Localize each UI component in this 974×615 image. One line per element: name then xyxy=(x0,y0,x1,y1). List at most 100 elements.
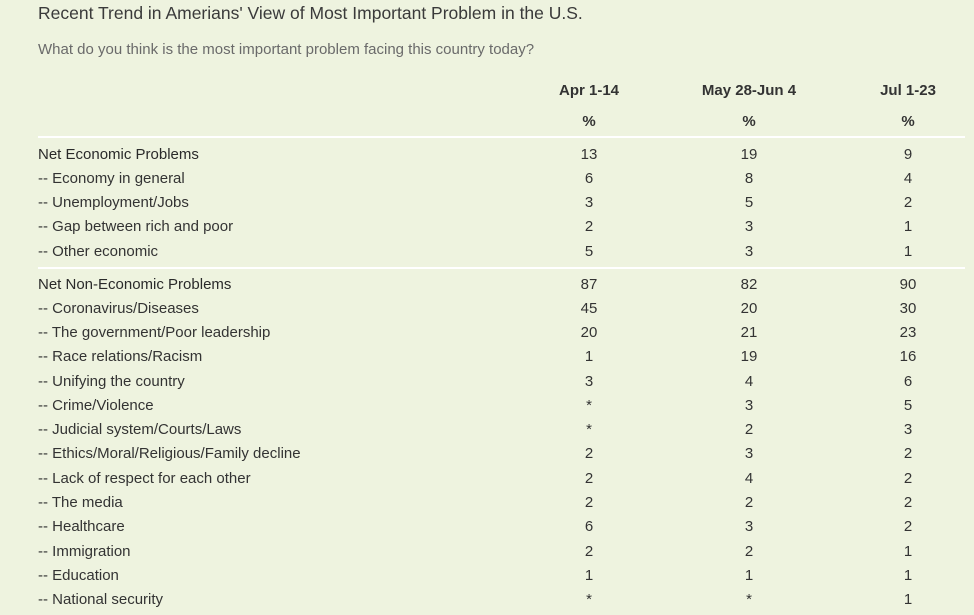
cell-apr: 3 xyxy=(584,194,594,211)
table-row: -- Economy in general 6 8 4 xyxy=(0,170,974,194)
cell-jul: 9 xyxy=(903,146,913,163)
cell-jul: 2 xyxy=(903,194,913,211)
table-row: -- The government/Poor leadership 20 21 … xyxy=(0,324,974,348)
table-row: -- National security * * 1 xyxy=(0,591,974,615)
row-label: -- Education xyxy=(38,567,119,584)
cell-may-jun: 4 xyxy=(744,470,754,487)
table-row: Net Economic Problems 13 19 9 xyxy=(0,146,974,170)
table-row: -- Lack of respect for each other 2 4 2 xyxy=(0,470,974,494)
cell-jul: 2 xyxy=(903,518,913,535)
cell-jul: 6 xyxy=(903,373,913,390)
cell-may-jun: 8 xyxy=(744,170,754,187)
cell-apr: * xyxy=(586,397,592,414)
row-label: -- Ethics/Moral/Religious/Family decline xyxy=(38,445,301,462)
row-label: -- Gap between rich and poor xyxy=(38,218,234,235)
cell-may-jun: 4 xyxy=(744,373,754,390)
row-label: -- The media xyxy=(38,494,123,511)
column-unit-apr: % xyxy=(582,113,596,130)
cell-apr: 3 xyxy=(584,373,594,390)
row-label: -- National security xyxy=(38,591,164,608)
cell-apr: 2 xyxy=(584,470,594,487)
cell-may-jun: 3 xyxy=(744,243,754,260)
cell-apr: 6 xyxy=(584,518,594,535)
cell-apr: 87 xyxy=(580,276,598,293)
table-row: -- Healthcare 6 3 2 xyxy=(0,518,974,542)
table-row: -- Immigration 2 2 1 xyxy=(0,543,974,567)
row-label: -- Judicial system/Courts/Laws xyxy=(38,421,242,438)
row-label: -- Unifying the country xyxy=(38,373,185,390)
table-row: -- Other economic 5 3 1 xyxy=(0,243,974,267)
table-row: -- Judicial system/Courts/Laws * 2 3 xyxy=(0,421,974,445)
cell-apr: 2 xyxy=(584,218,594,235)
table-row: -- Race relations/Racism 1 19 16 xyxy=(0,348,974,372)
table-row: -- Unifying the country 3 4 6 xyxy=(0,373,974,397)
table-row: -- Ethics/Moral/Religious/Family decline… xyxy=(0,445,974,469)
table-row: -- Gap between rich and poor 2 3 1 xyxy=(0,218,974,242)
table-row: -- The media 2 2 2 xyxy=(0,494,974,518)
cell-jul: 2 xyxy=(903,470,913,487)
row-label: -- Unemployment/Jobs xyxy=(38,194,189,211)
cell-apr: * xyxy=(586,421,592,438)
cell-jul: 4 xyxy=(903,170,913,187)
table-title: Recent Trend in Amerians' View of Most I… xyxy=(38,3,583,23)
cell-may-jun: 82 xyxy=(740,276,758,293)
cell-may-jun: 3 xyxy=(744,518,754,535)
column-header-jul: Jul 1-23 xyxy=(880,82,936,99)
cell-jul: 2 xyxy=(903,494,913,511)
cell-may-jun: 3 xyxy=(744,218,754,235)
row-label: -- Other economic xyxy=(38,243,159,260)
cell-may-jun: 2 xyxy=(744,494,754,511)
cell-apr: 45 xyxy=(580,300,598,317)
cell-apr: 13 xyxy=(580,146,598,163)
table-row: -- Crime/Violence * 3 5 xyxy=(0,397,974,421)
cell-may-jun: 21 xyxy=(740,324,758,341)
cell-apr: 1 xyxy=(584,348,594,365)
table-subtitle: What do you think is the most important … xyxy=(38,41,535,58)
row-label: Net Economic Problems xyxy=(38,146,199,163)
row-label: -- Economy in general xyxy=(38,170,185,187)
cell-jul: 1 xyxy=(903,567,913,584)
cell-may-jun: 1 xyxy=(744,567,754,584)
cell-may-jun: 3 xyxy=(744,445,754,462)
table-row: -- Unemployment/Jobs 3 5 2 xyxy=(0,194,974,218)
cell-may-jun: 19 xyxy=(740,348,758,365)
cell-may-jun: * xyxy=(746,591,752,608)
column-header-apr: Apr 1-14 xyxy=(558,82,620,99)
cell-apr: 20 xyxy=(580,324,598,341)
cell-jul: 5 xyxy=(903,397,913,414)
cell-jul: 1 xyxy=(903,543,913,560)
row-label: -- Lack of respect for each other xyxy=(38,470,251,487)
cell-apr: 1 xyxy=(584,567,594,584)
cell-apr: 6 xyxy=(584,170,594,187)
table-row: -- Coronavirus/Diseases 45 20 30 xyxy=(0,300,974,324)
cell-may-jun: 3 xyxy=(744,397,754,414)
cell-may-jun: 2 xyxy=(744,421,754,438)
cell-jul: 2 xyxy=(903,445,913,462)
cell-jul: 1 xyxy=(903,218,913,235)
cell-apr: 2 xyxy=(584,445,594,462)
cell-apr: 5 xyxy=(584,243,594,260)
cell-jul: 16 xyxy=(899,348,917,365)
cell-jul: 3 xyxy=(903,421,913,438)
cell-jul: 1 xyxy=(903,243,913,260)
cell-may-jun: 20 xyxy=(740,300,758,317)
row-label: -- The government/Poor leadership xyxy=(38,324,271,341)
row-label: -- Crime/Violence xyxy=(38,397,154,414)
cell-jul: 1 xyxy=(903,591,913,608)
cell-apr: 2 xyxy=(584,543,594,560)
row-label: Net Non-Economic Problems xyxy=(38,276,232,293)
column-unit-may-jun: % xyxy=(742,113,756,130)
cell-jul: 90 xyxy=(899,276,917,293)
column-header-may-jun: May 28-Jun 4 xyxy=(701,82,797,99)
cell-may-jun: 2 xyxy=(744,543,754,560)
cell-apr: * xyxy=(586,591,592,608)
row-label: -- Race relations/Racism xyxy=(38,348,203,365)
cell-apr: 2 xyxy=(584,494,594,511)
row-label: -- Immigration xyxy=(38,543,131,560)
header-divider xyxy=(38,136,965,138)
table-row: Net Non-Economic Problems 87 82 90 xyxy=(0,276,974,300)
cell-jul: 23 xyxy=(899,324,917,341)
column-unit-jul: % xyxy=(901,113,915,130)
section-divider xyxy=(38,267,965,269)
cell-jul: 30 xyxy=(899,300,917,317)
